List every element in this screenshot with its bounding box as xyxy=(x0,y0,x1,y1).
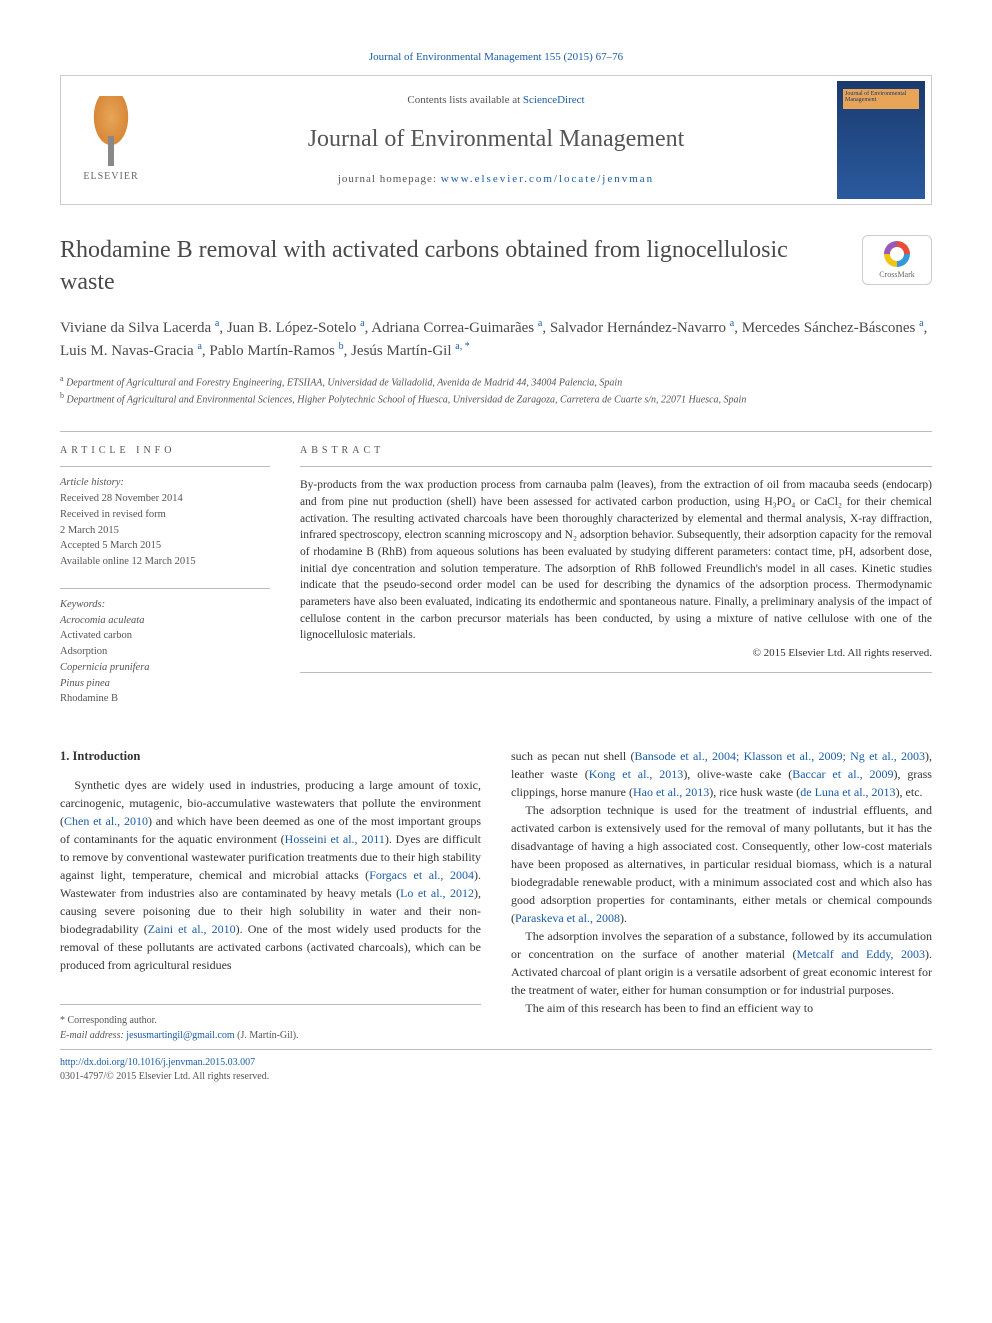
journal-header: ELSEVIER Contents lists available at Sci… xyxy=(60,75,932,205)
crossmark-badge[interactable]: CrossMark xyxy=(862,235,932,285)
abstract-body: By-products from the wax production proc… xyxy=(300,479,932,641)
crossmark-icon xyxy=(884,241,910,267)
author-list: Viviane da Silva Lacerda a, Juan B. Lópe… xyxy=(60,316,932,363)
crossmark-label: CrossMark xyxy=(879,269,915,280)
body-text: 1. Introduction Synthetic dyes are widel… xyxy=(60,747,932,1043)
publisher-logo[interactable]: ELSEVIER xyxy=(61,75,161,205)
homepage-prefix: journal homepage: xyxy=(338,173,441,185)
body-paragraph: The adsorption involves the separation o… xyxy=(511,927,932,999)
info-abstract-row: ARTICLE INFO Article history: Received 2… xyxy=(60,432,932,707)
article-info-heading: ARTICLE INFO xyxy=(60,432,270,466)
history-line: 2 March 2015 xyxy=(60,523,270,539)
body-paragraph: The adsorption technique is used for the… xyxy=(511,801,932,927)
corresponding-name: (J. Martín-Gil). xyxy=(237,1030,298,1041)
contents-prefix: Contents lists available at xyxy=(407,94,522,106)
elsevier-tree-icon xyxy=(81,96,141,166)
history-label: Article history: xyxy=(60,477,124,488)
history-line: Received 28 November 2014 xyxy=(60,491,270,507)
keyword: Acrocomia aculeata xyxy=(60,613,270,629)
article-info-column: ARTICLE INFO Article history: Received 2… xyxy=(60,432,270,707)
homepage-link[interactable]: www.elsevier.com/locate/jenvman xyxy=(441,173,654,185)
history-line: Available online 12 March 2015 xyxy=(60,554,270,570)
corresponding-email-link[interactable]: jesusmartingil@gmail.com xyxy=(126,1030,234,1041)
email-label: E-mail address: xyxy=(60,1030,124,1041)
abstract-column: ABSTRACT By-products from the wax produc… xyxy=(300,432,932,707)
issn-copyright: 0301-4797/© 2015 Elsevier Ltd. All right… xyxy=(60,1071,269,1082)
section-number: 1. xyxy=(60,749,69,763)
page-root: Journal of Environmental Management 155 … xyxy=(0,0,992,1124)
journal-header-center: Contents lists available at ScienceDirec… xyxy=(161,81,831,199)
corresponding-label: * Corresponding author. xyxy=(60,1013,481,1028)
article-history: Article history: Received 28 November 20… xyxy=(60,466,270,570)
journal-cover-thumbnail[interactable]: Journal of Environmental Management xyxy=(837,81,925,199)
sciencedirect-link[interactable]: ScienceDirect xyxy=(523,94,585,106)
affiliation-line: a Department of Agricultural and Forestr… xyxy=(60,373,932,390)
history-line: Accepted 5 March 2015 xyxy=(60,538,270,554)
body-paragraph: The aim of this research has been to fin… xyxy=(511,999,932,1017)
keywords-block: Keywords: Acrocomia aculeataActivated ca… xyxy=(60,588,270,707)
running-head-citation: Journal of Environmental Management 155 … xyxy=(60,50,932,65)
contents-available-line: Contents lists available at ScienceDirec… xyxy=(173,93,819,108)
abstract-text: By-products from the wax production proc… xyxy=(300,466,932,673)
keywords-label: Keywords: xyxy=(60,597,270,613)
keyword: Activated carbon xyxy=(60,628,270,644)
section-title: Introduction xyxy=(73,749,141,763)
journal-homepage-line: journal homepage: www.elsevier.com/locat… xyxy=(173,172,819,187)
keyword: Copernicia prunifera xyxy=(60,660,270,676)
body-paragraph: Synthetic dyes are widely used in indust… xyxy=(60,776,481,974)
affiliation-line: b Department of Agricultural and Environ… xyxy=(60,390,932,407)
doi-link[interactable]: http://dx.doi.org/10.1016/j.jenvman.2015… xyxy=(60,1057,255,1068)
section-heading-intro: 1. Introduction xyxy=(60,747,481,766)
abstract-copyright: © 2015 Elsevier Ltd. All rights reserved… xyxy=(300,646,932,662)
body-paragraph: such as pecan nut shell (Bansode et al.,… xyxy=(511,747,932,801)
title-row: Rhodamine B removal with activated carbo… xyxy=(60,235,932,297)
keyword: Adsorption xyxy=(60,644,270,660)
keyword: Rhodamine B xyxy=(60,691,270,707)
abstract-heading: ABSTRACT xyxy=(300,432,932,466)
article-title: Rhodamine B removal with activated carbo… xyxy=(60,235,842,297)
history-line: Received in revised form xyxy=(60,507,270,523)
page-footer: http://dx.doi.org/10.1016/j.jenvman.2015… xyxy=(60,1049,932,1084)
publisher-logo-text: ELSEVIER xyxy=(83,170,138,184)
corresponding-author-footnote: * Corresponding author. E-mail address: … xyxy=(60,1004,481,1043)
keyword: Pinus pinea xyxy=(60,676,270,692)
journal-name: Journal of Environmental Management xyxy=(173,123,819,157)
affiliations: a Department of Agricultural and Forestr… xyxy=(60,373,932,408)
cover-thumb-title: Journal of Environmental Management xyxy=(845,91,925,103)
